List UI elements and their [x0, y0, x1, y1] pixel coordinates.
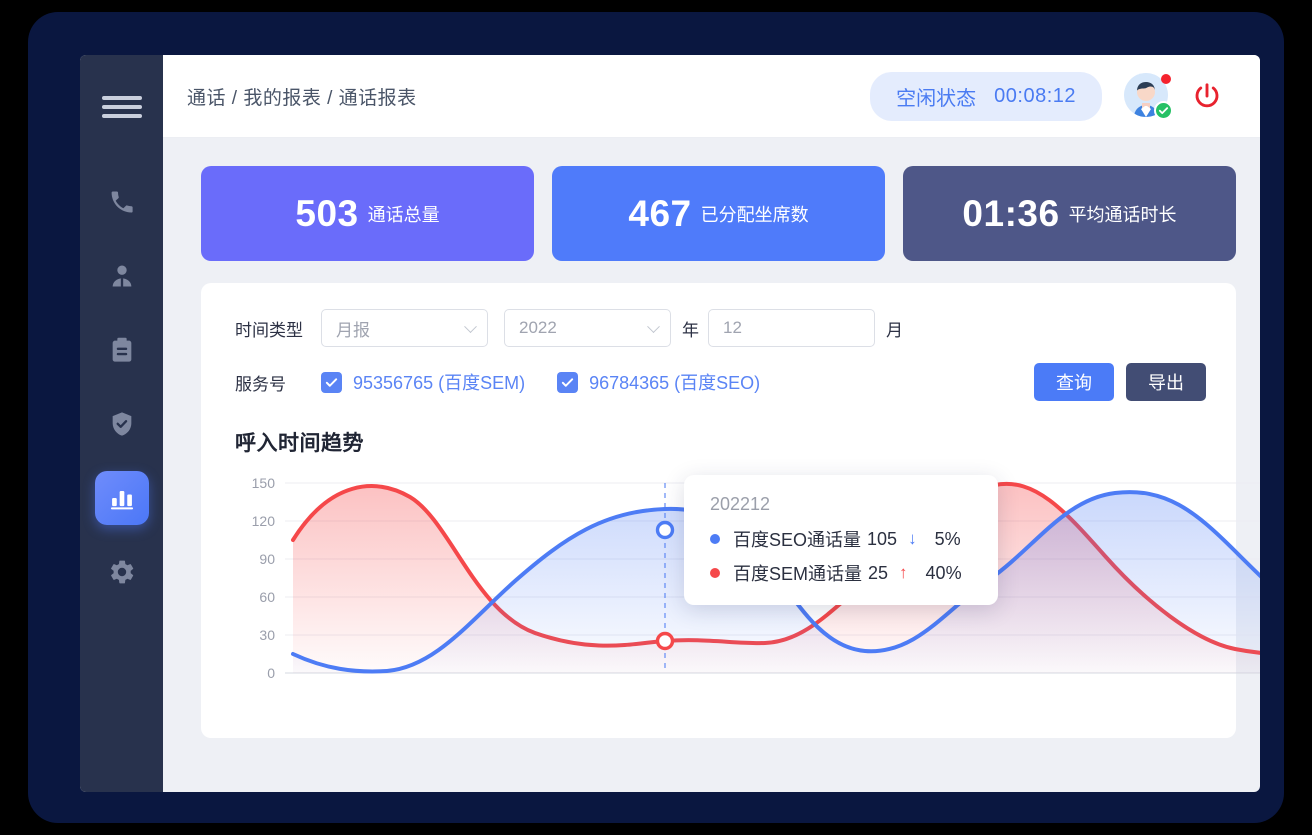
user-icon: [108, 262, 136, 290]
y-tick-120: 120: [252, 513, 276, 529]
report-panel: 时间类型 月报 2022 年 月: [201, 283, 1260, 738]
tooltip-series-value: 105: [867, 528, 898, 549]
trend-up-icon: ↑: [899, 563, 908, 582]
period-select[interactable]: 月报: [321, 309, 488, 347]
stat-card-assigned-seats: 467 已分配坐席数: [552, 166, 885, 261]
stat-label: 平均通话时长: [1068, 204, 1177, 225]
avatar[interactable]: [1124, 73, 1173, 120]
y-tick-30: 30: [259, 627, 275, 643]
series-line-seo: [291, 490, 1260, 674]
chevron-down-icon: [464, 320, 477, 334]
online-check-icon: [1154, 101, 1173, 120]
stat-value: 503: [295, 192, 359, 234]
app-window: 通话 / 我的报表 / 通话报表 空闲状态 00:08:12: [80, 55, 1260, 792]
service-checkbox-sem[interactable]: 95356765 (百度SEM): [321, 369, 525, 395]
sidebar-item-calls[interactable]: [95, 175, 149, 229]
stat-label: 通话总量: [367, 204, 440, 225]
shield-check-icon: [108, 410, 136, 438]
export-button[interactable]: 导出: [1126, 363, 1206, 401]
bar-chart-icon: [108, 484, 136, 512]
tooltip-title: 202212: [710, 494, 771, 514]
stat-value: 467: [628, 192, 692, 234]
y-tick-60: 60: [259, 589, 275, 605]
breadcrumb: 通话 / 我的报表 / 通话报表: [187, 87, 417, 109]
stat-card-avg-duration: 01:36 平均通话时长: [903, 166, 1236, 261]
sidebar: [80, 55, 163, 792]
query-button[interactable]: 查询: [1034, 363, 1114, 401]
hamburger-icon[interactable]: [101, 91, 142, 123]
chart-y-axis-labels: 150 120 90 60 30 0: [252, 475, 276, 681]
hamburger-bar: [101, 114, 142, 118]
year-select[interactable]: 2022: [504, 309, 671, 347]
filter-row-service: 服务号 95356765 (百度SEM): [235, 363, 1206, 401]
chart-container: 150 120 90 60 30 0: [235, 471, 1260, 711]
phone-icon: [108, 188, 136, 216]
y-tick-150: 150: [252, 475, 276, 491]
header-actions: 空闲状态 00:08:12: [870, 71, 1222, 121]
chart-marker-sem[interactable]: [655, 631, 675, 651]
clipboard-icon: [108, 336, 136, 364]
service-label: 96784365 (百度SEO): [589, 373, 761, 393]
power-icon[interactable]: [1192, 81, 1222, 111]
year-unit-label: 年: [682, 320, 699, 340]
chart-marker-seo[interactable]: [655, 520, 675, 540]
sidebar-item-quality[interactable]: [95, 397, 149, 451]
chevron-down-icon: [647, 320, 660, 334]
tooltip-series-value: 25: [868, 562, 889, 583]
service-checkbox-seo[interactable]: 96784365 (百度SEO): [557, 369, 760, 395]
time-type-label: 时间类型: [235, 320, 303, 340]
tooltip-series-name: 百度SEM通话量: [733, 564, 863, 584]
service-label: 95356765 (百度SEM): [353, 373, 526, 393]
period-select-value: 月报: [336, 320, 370, 340]
sidebar-item-agents[interactable]: [95, 249, 149, 303]
checkbox-checked-icon: [557, 371, 579, 393]
month-unit-label: 月: [886, 320, 903, 340]
status-badge[interactable]: 空闲状态 00:08:12: [870, 71, 1102, 121]
stat-label: 已分配坐席数: [700, 204, 809, 225]
legend-dot-sem: [710, 568, 720, 578]
app-header: 通话 / 我的报表 / 通话报表 空闲状态 00:08:12: [163, 55, 1260, 138]
hamburger-bar: [101, 105, 142, 109]
tooltip-series-name: 百度SEO通话量: [733, 530, 862, 550]
device-frame: 通话 / 我的报表 / 通话报表 空闲状态 00:08:12: [28, 12, 1284, 823]
legend-dot-seo: [710, 534, 720, 544]
content-area: 503 通话总量 467 已分配坐席数 01:36 平均通话时长: [163, 138, 1260, 792]
chart-tooltip: 202212 百度SEO通话量 105 ↓ 5% 百度SEM通话量: [684, 475, 998, 605]
panel-actions: 查询 导出: [1034, 363, 1206, 401]
y-tick-90: 90: [259, 551, 275, 567]
y-tick-0: 0: [267, 665, 275, 681]
stat-card-total-calls: 503 通话总量: [201, 166, 534, 261]
sidebar-item-settings[interactable]: [95, 545, 149, 599]
tooltip-row-sem: 百度SEM通话量 25 ↑ 40%: [710, 560, 974, 586]
stat-value: 01:36: [962, 192, 1060, 234]
status-label: 空闲状态: [896, 87, 977, 110]
tooltip-series-percent: 40%: [925, 562, 962, 583]
chart-title: 呼入时间趋势: [235, 432, 364, 455]
main-area: 通话 / 我的报表 / 通话报表 空闲状态 00:08:12: [163, 55, 1260, 792]
gear-icon: [108, 558, 136, 586]
stat-cards: 503 通话总量 467 已分配坐席数 01:36 平均通话时长: [201, 166, 1236, 261]
checkbox-checked-icon: [321, 371, 342, 393]
hamburger-bar: [101, 96, 142, 100]
month-input[interactable]: [708, 309, 875, 347]
tooltip-row-seo: 百度SEO通话量 105 ↓ 5%: [710, 526, 974, 552]
year-select-value: 2022: [519, 318, 557, 337]
filter-row-time: 时间类型 月报 2022 年 月: [235, 309, 1206, 347]
trend-down-icon: ↓: [908, 529, 917, 548]
service-number-label: 服务号: [235, 374, 286, 394]
notification-dot: [1161, 74, 1171, 84]
tooltip-series-percent: 5%: [934, 528, 961, 549]
sidebar-item-reports[interactable]: [94, 471, 149, 525]
status-timer: 00:08:12: [994, 84, 1076, 107]
sidebar-item-tasks[interactable]: [95, 323, 149, 377]
